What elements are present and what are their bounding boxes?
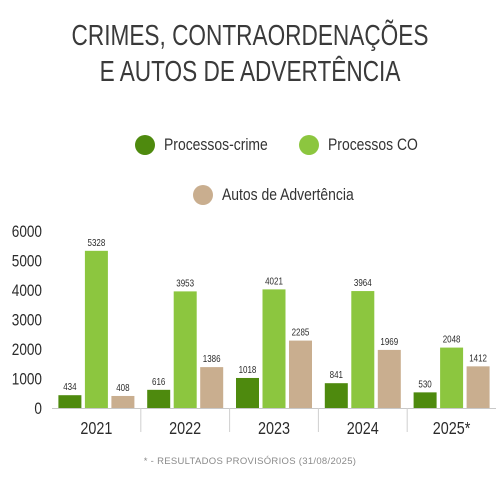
legend-item-processos-crime: Processos-crime <box>135 135 291 155</box>
y-tick-label: 3000 <box>12 311 42 330</box>
bar <box>324 383 348 408</box>
bar <box>58 395 82 408</box>
bar <box>84 250 108 408</box>
y-tick-label: 5000 <box>12 252 42 271</box>
bar <box>147 389 171 408</box>
data-label: 3953 <box>176 278 194 289</box>
footnote: * - RESULTADOS PROVISÓRIOS (31/08/2025) <box>143 456 357 467</box>
data-label: 5328 <box>88 237 106 248</box>
data-label: 841 <box>330 369 343 380</box>
legend-swatch-autos-de-advertencia <box>193 185 213 205</box>
data-label: 434 <box>63 381 76 392</box>
data-label: 1412 <box>469 353 487 364</box>
legend-swatch-processos-crime <box>135 135 155 155</box>
legend-item-autos-de-advertencia: Autos de Advertência <box>193 185 383 205</box>
data-label: 4021 <box>265 276 283 287</box>
bar <box>173 291 197 408</box>
y-tick-label: 0 <box>34 400 42 419</box>
chart-title: CRIMES, CONTRAORDENAÇÕES E AUTOS DE ADVE… <box>71 20 429 88</box>
legend-label-processos-co: Processos CO <box>328 135 418 154</box>
bar <box>351 291 375 408</box>
bar <box>440 347 464 408</box>
x-tick-label: 2024 <box>347 419 379 439</box>
x-tick-label: 2021 <box>80 419 112 439</box>
x-tick-label: 2025* <box>433 419 471 439</box>
data-label: 1969 <box>380 336 398 347</box>
x-tick-label: 2023 <box>258 419 290 439</box>
y-tick-label: 1000 <box>12 370 42 389</box>
y-tick-label: 2000 <box>12 341 42 360</box>
data-label: 2048 <box>443 334 461 345</box>
legend-swatch-processos-co <box>299 135 319 155</box>
bar <box>262 289 286 408</box>
bar <box>236 377 259 408</box>
y-tick-label: 6000 <box>12 223 42 242</box>
legend-item-processos-co: Processos CO <box>299 135 438 155</box>
bar <box>466 366 490 408</box>
data-label: 2285 <box>292 327 310 338</box>
bar <box>111 395 135 408</box>
data-label: 1386 <box>203 353 221 364</box>
bar <box>289 340 312 408</box>
y-tick-label: 4000 <box>12 282 42 301</box>
data-label: 616 <box>152 376 165 387</box>
data-label: 408 <box>116 382 129 393</box>
bar <box>377 349 401 408</box>
bar <box>200 367 224 408</box>
bar <box>413 392 437 408</box>
legend-label-processos-crime: Processos-crime <box>164 135 268 154</box>
x-tick-label: 2022 <box>169 419 201 439</box>
data-label: 530 <box>418 379 431 390</box>
legend-label-autos-de-advertencia: Autos de Advertência <box>222 185 354 204</box>
data-label: 1018 <box>239 364 257 375</box>
data-label: 3964 <box>354 277 372 288</box>
